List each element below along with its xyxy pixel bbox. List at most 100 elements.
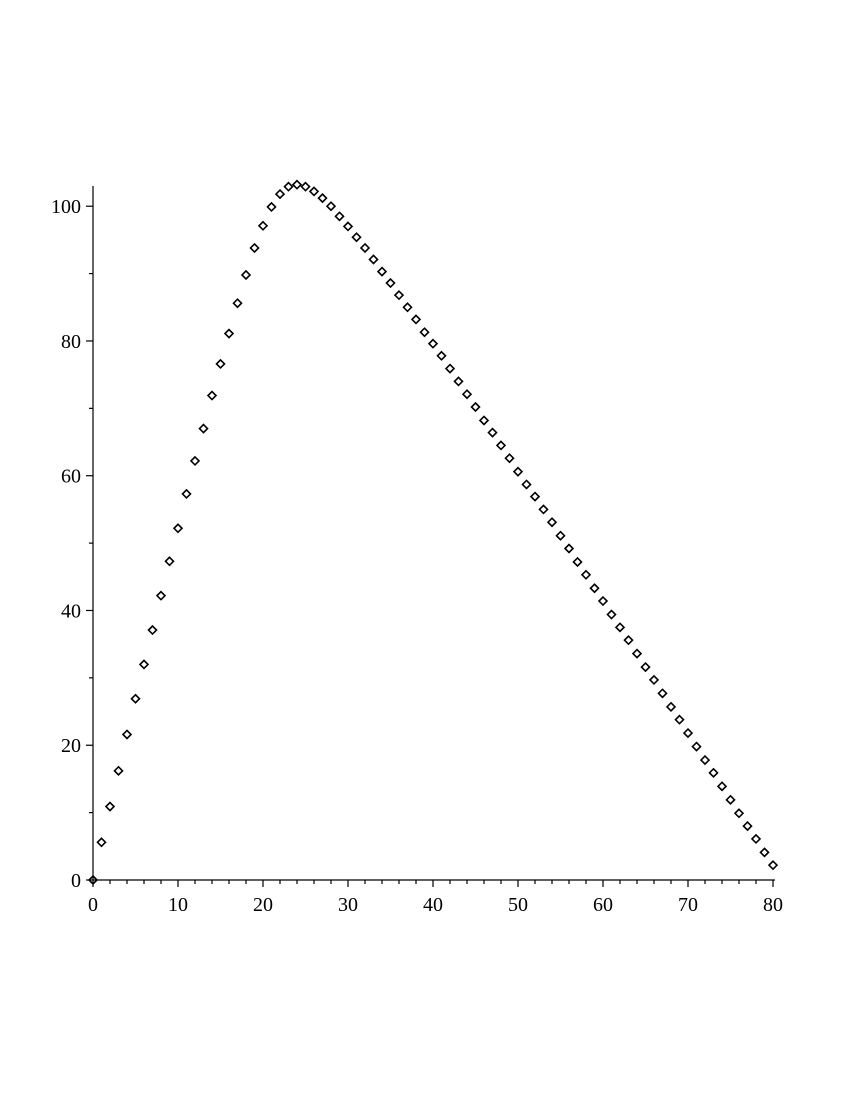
data-point bbox=[402, 302, 413, 313]
data-point bbox=[291, 179, 303, 190]
data-point bbox=[699, 754, 711, 766]
data-point bbox=[546, 517, 558, 528]
x-tick-label: 60 bbox=[593, 894, 613, 916]
data-point bbox=[648, 674, 660, 686]
data-point bbox=[597, 595, 609, 607]
data-point bbox=[240, 269, 252, 281]
data-point bbox=[198, 423, 209, 434]
data-point bbox=[283, 181, 294, 192]
data-point bbox=[708, 767, 719, 778]
data-point bbox=[665, 701, 677, 712]
data-point bbox=[691, 741, 702, 752]
y-tick-label: 100 bbox=[51, 196, 81, 218]
data-point bbox=[504, 453, 515, 464]
data-point bbox=[274, 188, 286, 200]
data-point bbox=[614, 622, 626, 633]
data-point bbox=[368, 254, 379, 265]
data-point bbox=[555, 530, 566, 541]
data-point bbox=[716, 781, 728, 792]
data-point bbox=[113, 765, 124, 776]
data-point bbox=[427, 338, 439, 349]
y-tick-label: 20 bbox=[61, 735, 81, 757]
data-point bbox=[393, 290, 405, 301]
data-point bbox=[657, 688, 668, 699]
data-point bbox=[470, 401, 481, 413]
y-tick-label: 60 bbox=[61, 466, 81, 488]
data-point bbox=[742, 820, 753, 832]
data-point bbox=[206, 390, 218, 401]
data-point bbox=[436, 350, 447, 361]
data-point bbox=[725, 794, 736, 805]
y-tick-label: 0 bbox=[71, 870, 81, 892]
data-point bbox=[181, 488, 192, 500]
data-point bbox=[589, 583, 600, 594]
data-point bbox=[640, 661, 651, 673]
data-points bbox=[87, 179, 779, 886]
data-point bbox=[759, 847, 770, 858]
data-point bbox=[495, 440, 507, 451]
data-point bbox=[623, 635, 634, 646]
data-point bbox=[529, 491, 541, 502]
data-point bbox=[351, 232, 362, 243]
y-tick-label: 80 bbox=[61, 331, 81, 353]
data-point bbox=[215, 358, 226, 370]
data-point bbox=[453, 376, 464, 387]
data-point bbox=[478, 415, 490, 426]
data-point bbox=[461, 389, 473, 400]
data-point bbox=[334, 211, 345, 222]
data-point bbox=[674, 714, 685, 725]
x-tick-label: 20 bbox=[253, 894, 273, 916]
data-point bbox=[631, 648, 643, 659]
data-point bbox=[266, 201, 277, 213]
data-point bbox=[317, 192, 328, 204]
data-point bbox=[606, 609, 617, 620]
x-tick-label: 70 bbox=[678, 894, 698, 916]
data-point bbox=[750, 833, 762, 845]
data-point bbox=[300, 181, 311, 192]
data-point bbox=[410, 314, 422, 325]
data-point bbox=[538, 504, 549, 515]
data-point bbox=[96, 837, 107, 848]
data-point bbox=[563, 543, 575, 554]
x-tick-label: 0 bbox=[88, 894, 98, 916]
data-point bbox=[385, 277, 396, 289]
x-tick-label: 50 bbox=[508, 894, 528, 916]
data-point bbox=[580, 569, 592, 580]
data-point bbox=[223, 328, 235, 339]
data-point bbox=[376, 266, 388, 277]
y-tick-label: 40 bbox=[61, 600, 81, 622]
data-point bbox=[512, 466, 524, 477]
data-point bbox=[487, 427, 498, 438]
x-tick-label: 80 bbox=[763, 894, 783, 916]
data-point bbox=[104, 801, 116, 812]
data-point bbox=[138, 659, 150, 670]
data-point bbox=[232, 298, 243, 309]
data-point bbox=[767, 860, 779, 871]
data-point bbox=[164, 556, 175, 567]
data-point bbox=[308, 186, 320, 197]
x-tick-label: 10 bbox=[168, 894, 188, 916]
ticks bbox=[86, 205, 774, 887]
data-point bbox=[521, 479, 532, 490]
x-tick-label: 30 bbox=[338, 894, 358, 916]
data-point bbox=[572, 556, 583, 568]
axes bbox=[92, 186, 775, 881]
data-point bbox=[130, 693, 141, 704]
data-point bbox=[172, 523, 184, 534]
x-tick-label: 40 bbox=[423, 894, 443, 916]
data-point bbox=[189, 455, 201, 467]
tick-labels: 0 10 20 30 40 50 60 70 80 0 20 40 60 80 100 bbox=[51, 196, 783, 916]
data-point bbox=[249, 242, 260, 254]
data-point bbox=[359, 242, 371, 254]
data-point bbox=[155, 590, 167, 601]
data-point bbox=[87, 874, 99, 886]
data-point bbox=[121, 729, 133, 740]
data-point bbox=[682, 727, 694, 739]
data-point bbox=[342, 221, 354, 232]
data-point bbox=[419, 327, 430, 338]
data-point bbox=[325, 201, 337, 212]
data-point bbox=[257, 220, 269, 231]
data-point bbox=[147, 624, 158, 636]
data-point bbox=[444, 363, 456, 374]
